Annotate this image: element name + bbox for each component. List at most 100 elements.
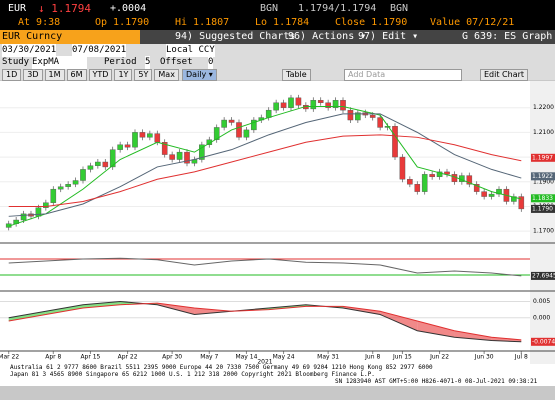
x-tick-label: Jun 15: [392, 354, 412, 361]
open: Op 1.1790: [95, 17, 150, 28]
candle-body: [511, 196, 517, 202]
candle-body: [414, 184, 421, 192]
oscillator: [8, 257, 522, 277]
end-date[interactable]: 07/08/2021: [72, 44, 127, 57]
candle-body: [132, 132, 138, 148]
moving-average: [8, 105, 522, 227]
price-tag: [531, 172, 555, 181]
offset[interactable]: 0: [208, 56, 214, 69]
candle-body: [273, 102, 279, 111]
frequency[interactable]: Daily ▾: [182, 69, 217, 81]
actions[interactable]: 96) Actions ▾: [288, 31, 367, 42]
candle-body: [184, 151, 190, 164]
candle-body: [102, 161, 109, 168]
ticker: EUR: [8, 3, 27, 14]
range-button[interactable]: 1Y: [114, 69, 133, 81]
period-label: Period: [104, 57, 137, 67]
high: Hi 1.1807: [175, 17, 230, 28]
macd-fill: [45, 304, 83, 315]
close: Close 1.1790: [335, 17, 408, 28]
study-label: Study: [2, 57, 30, 67]
candle-body: [199, 144, 205, 160]
candle-body: [57, 186, 64, 190]
candle-body: [317, 100, 324, 103]
candle-body: [35, 207, 42, 217]
period[interactable]: 5: [145, 56, 151, 69]
candle-body: [117, 144, 123, 150]
footer-line: Australia 61 2 9777 8600 Brazil 5511 239…: [10, 364, 433, 371]
currency[interactable]: Local CCY: [166, 44, 215, 57]
candle-body: [95, 161, 101, 166]
macd-fill: [194, 308, 232, 315]
candle-body: [377, 117, 383, 128]
candle-body: [325, 102, 331, 108]
edit[interactable]: 97) Edit ▾: [358, 31, 419, 42]
table-button[interactable]: Table: [282, 69, 311, 81]
candle-body: [139, 132, 146, 138]
y-tick-label: 1.1900: [533, 178, 554, 185]
candle-body: [466, 175, 473, 185]
price-tag-label: 1.1922: [532, 173, 553, 180]
candle-body: [265, 109, 272, 118]
candle-body: [80, 169, 86, 181]
source: BGN: [260, 3, 279, 14]
candle-body: [43, 202, 49, 208]
candle-body: [429, 174, 435, 178]
candle-body: [488, 193, 495, 197]
x-tick-label: Jun 8: [364, 354, 380, 361]
candle-body: [392, 126, 398, 158]
add-data[interactable]: Add Data: [344, 69, 462, 81]
y-tick-label: 0.000: [533, 314, 550, 321]
candle-body: [251, 119, 257, 131]
year-label: 2021: [257, 359, 272, 365]
range-buttons: 1D 3D 1M 6M YTD 1Y 5Y Max: [2, 68, 181, 81]
candle-body: [147, 133, 153, 138]
footer-bg: [0, 364, 555, 386]
candle-body: [65, 184, 71, 187]
signal-line: [8, 302, 522, 341]
candle-body: [473, 184, 480, 192]
range-button[interactable]: YTD: [88, 69, 113, 81]
stats-bar: [0, 16, 555, 30]
range-button[interactable]: 6M: [66, 69, 87, 81]
x-tick-label: Jul 8: [514, 354, 528, 361]
x-tick-label: May 7: [200, 354, 218, 361]
range-button[interactable]: 1D: [2, 69, 22, 81]
range-button[interactable]: 1M: [44, 69, 65, 81]
macd-fill: [380, 311, 418, 331]
value-date: Value 07/12/21: [430, 17, 515, 28]
price-tag: [531, 194, 555, 203]
candle-body: [243, 129, 250, 138]
source: BGN: [390, 3, 409, 14]
range-button[interactable]: Max: [154, 69, 179, 81]
x-tick-label: Apr 15: [80, 354, 100, 361]
low: Lo 1.1784: [255, 17, 310, 28]
macd-fill: [417, 321, 455, 338]
range-button[interactable]: 5Y: [134, 69, 153, 81]
candle-body: [518, 196, 525, 210]
candle-body: [72, 180, 79, 185]
suggested-charts[interactable]: 94) Suggested Charts: [175, 31, 296, 42]
candle-body: [332, 100, 339, 108]
candle-body: [124, 144, 131, 148]
candle-body: [154, 133, 161, 143]
candle-body: [109, 149, 116, 168]
x-tick-label: Jun 30: [474, 354, 494, 361]
range-button[interactable]: 3D: [23, 69, 43, 81]
price-tag-label: 27.6945: [532, 272, 555, 279]
macd-fill: [8, 311, 46, 321]
last: ↓ 1.1794: [38, 2, 91, 15]
candle-body: [407, 179, 413, 185]
graph-id: G 639: ES Graph: [462, 31, 553, 42]
candle-body: [496, 188, 502, 195]
candle-body: [20, 213, 27, 221]
price-tag: [531, 337, 555, 346]
start-date[interactable]: 03/30/2021: [2, 44, 57, 57]
security[interactable]: EUR Curncy: [0, 30, 140, 44]
edit-chart[interactable]: Edit Chart: [480, 69, 529, 81]
y-tick-label: 1.1700: [533, 228, 554, 235]
candle-body: [213, 127, 220, 140]
quote-bar: [0, 0, 555, 16]
study[interactable]: ExpMA: [32, 56, 87, 69]
